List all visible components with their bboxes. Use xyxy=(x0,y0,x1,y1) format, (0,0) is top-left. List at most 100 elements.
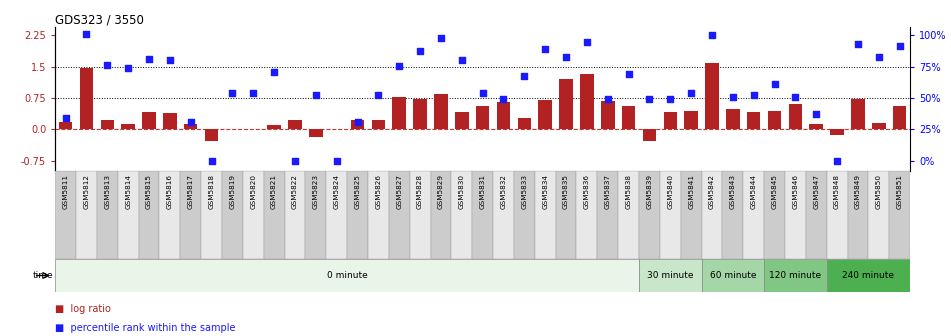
Bar xyxy=(685,111,698,129)
Text: GSM5814: GSM5814 xyxy=(126,174,131,209)
Text: GSM5830: GSM5830 xyxy=(458,174,465,209)
Bar xyxy=(139,171,160,259)
Point xyxy=(266,69,281,74)
Bar xyxy=(476,107,490,129)
Bar xyxy=(493,171,514,259)
Point xyxy=(621,72,636,77)
Text: GSM5813: GSM5813 xyxy=(105,174,110,209)
Bar xyxy=(555,171,576,259)
Bar xyxy=(639,171,660,259)
Bar xyxy=(284,171,305,259)
Text: GSM5821: GSM5821 xyxy=(271,174,277,209)
Text: GSM5831: GSM5831 xyxy=(479,174,486,209)
Bar xyxy=(747,112,761,129)
Bar xyxy=(744,171,765,259)
Bar xyxy=(184,124,198,129)
Text: 120 minute: 120 minute xyxy=(769,271,822,280)
Text: GSM5819: GSM5819 xyxy=(229,174,236,209)
Text: 0 minute: 0 minute xyxy=(327,271,367,280)
Point xyxy=(579,40,594,45)
Point xyxy=(726,94,741,99)
Bar xyxy=(851,99,864,129)
Point xyxy=(329,158,344,164)
Bar xyxy=(368,171,389,259)
Bar xyxy=(143,112,156,129)
Point xyxy=(121,65,136,70)
Bar xyxy=(160,171,181,259)
Text: GSM5811: GSM5811 xyxy=(63,174,68,209)
Bar xyxy=(767,111,782,129)
Point xyxy=(787,94,803,99)
Text: ■  percentile rank within the sample: ■ percentile rank within the sample xyxy=(55,323,236,333)
Text: GSM5841: GSM5841 xyxy=(689,174,694,209)
Point xyxy=(684,90,699,95)
Bar xyxy=(788,103,803,129)
Text: GSM5847: GSM5847 xyxy=(813,174,819,209)
Bar xyxy=(222,171,243,259)
Bar xyxy=(305,171,326,259)
Bar xyxy=(681,171,702,259)
Bar xyxy=(76,171,97,259)
Bar xyxy=(622,107,635,129)
Bar xyxy=(473,171,493,259)
Bar xyxy=(643,129,656,141)
Bar xyxy=(660,171,681,259)
Text: GSM5839: GSM5839 xyxy=(647,174,652,209)
Text: GSM5829: GSM5829 xyxy=(437,174,444,209)
Point xyxy=(163,58,178,63)
Text: GSM5837: GSM5837 xyxy=(605,174,611,209)
Bar xyxy=(389,171,410,259)
Text: GSM5845: GSM5845 xyxy=(771,174,778,209)
Bar xyxy=(559,79,573,129)
Point xyxy=(100,62,115,67)
Text: GSM5835: GSM5835 xyxy=(563,174,569,209)
Bar xyxy=(122,124,135,129)
Bar xyxy=(601,101,614,129)
Text: GSM5848: GSM5848 xyxy=(834,174,840,209)
Bar xyxy=(809,124,823,129)
Text: GDS323 / 3550: GDS323 / 3550 xyxy=(55,14,144,27)
Bar xyxy=(805,171,826,259)
Bar xyxy=(80,68,93,129)
Point xyxy=(537,46,553,52)
Text: GSM5818: GSM5818 xyxy=(208,174,215,209)
Point xyxy=(434,36,449,41)
Text: GSM5832: GSM5832 xyxy=(500,174,507,209)
Bar xyxy=(723,171,744,259)
Bar xyxy=(201,171,222,259)
Text: GSM5846: GSM5846 xyxy=(792,174,799,209)
Point xyxy=(476,90,491,95)
Bar xyxy=(576,171,597,259)
Point xyxy=(204,158,219,164)
Point xyxy=(142,56,157,62)
Point xyxy=(413,48,428,53)
Bar xyxy=(414,99,427,129)
Bar xyxy=(580,74,593,129)
Text: GSM5843: GSM5843 xyxy=(729,174,736,209)
Text: GSM5827: GSM5827 xyxy=(397,174,402,209)
Text: 60 minute: 60 minute xyxy=(709,271,756,280)
Bar xyxy=(243,171,263,259)
Bar xyxy=(326,171,347,259)
Bar xyxy=(618,171,639,259)
Bar xyxy=(118,171,139,259)
Text: GSM5849: GSM5849 xyxy=(855,174,861,209)
Text: GSM5840: GSM5840 xyxy=(668,174,673,209)
Point xyxy=(558,55,573,60)
Text: time: time xyxy=(32,271,53,280)
Bar xyxy=(55,259,639,292)
Point xyxy=(79,31,94,37)
Point xyxy=(829,158,844,164)
Bar xyxy=(59,122,72,129)
Point xyxy=(371,92,386,98)
Point xyxy=(747,92,762,98)
Text: GSM5820: GSM5820 xyxy=(250,174,256,209)
Point xyxy=(308,92,323,98)
Point xyxy=(871,55,886,60)
Point xyxy=(224,90,240,95)
Point xyxy=(287,158,302,164)
Bar xyxy=(726,110,740,129)
Text: GSM5816: GSM5816 xyxy=(166,174,173,209)
Bar xyxy=(55,171,76,259)
Text: GSM5823: GSM5823 xyxy=(313,174,319,209)
